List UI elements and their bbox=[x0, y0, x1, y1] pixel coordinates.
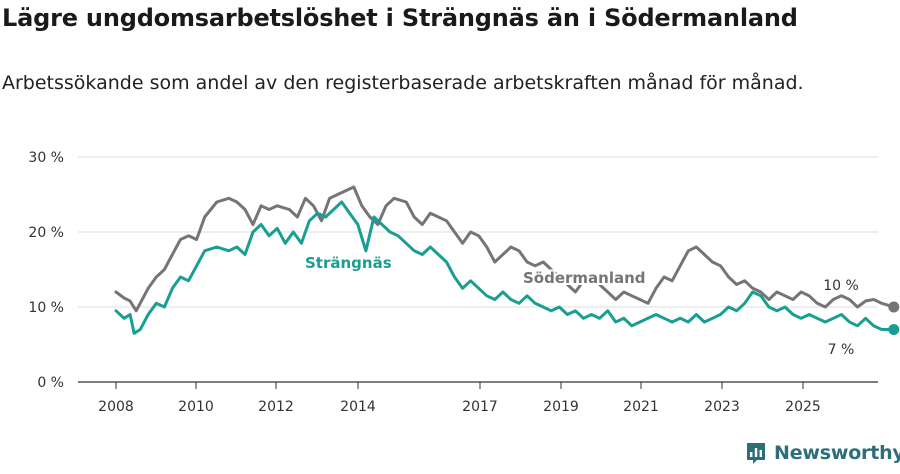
series-line-strangnas bbox=[114, 200, 896, 335]
chart-subtitle: Arbetssökande som andel av den registerb… bbox=[2, 72, 804, 94]
x-tick-label: 2025 bbox=[785, 399, 821, 415]
y-tick-label: 20 % bbox=[28, 225, 64, 241]
y-tick-labels: 30 % 20 % 10 % 0 % bbox=[28, 150, 64, 391]
y-tick-label: 0 % bbox=[37, 375, 64, 391]
x-tick-label: 2010 bbox=[178, 399, 214, 415]
x-tick-label: 2023 bbox=[704, 399, 740, 415]
x-ticks bbox=[115, 382, 804, 389]
series-label-sodermanland: Södermanland bbox=[523, 269, 646, 287]
newsworthy-logo-icon bbox=[747, 443, 765, 464]
x-tick-label: 2019 bbox=[543, 399, 579, 415]
x-tick-label: 2014 bbox=[340, 399, 376, 415]
y-tick-label: 10 % bbox=[28, 300, 64, 316]
y-tick-label: 30 % bbox=[28, 150, 64, 166]
series-label-strangnas: Strängnäs bbox=[305, 254, 392, 272]
series-line-sodermanland bbox=[114, 185, 896, 313]
end-label-sodermanland: 10 % bbox=[823, 278, 859, 294]
x-tick-label: 2012 bbox=[258, 399, 294, 415]
y-gridlines bbox=[78, 156, 878, 308]
end-point-strangnas bbox=[888, 324, 900, 335]
page-title: Lägre ungdomsarbetslöshet i Strängnäs än… bbox=[2, 4, 798, 32]
x-tick-label: 2021 bbox=[623, 399, 659, 415]
x-tick-label: 2017 bbox=[462, 399, 498, 415]
x-tick-labels: 2008 2010 2012 2014 2017 2019 2021 2023 … bbox=[98, 399, 821, 415]
brand-logo: Newsworthy bbox=[745, 441, 900, 465]
x-tick-label: 2008 bbox=[98, 399, 134, 415]
end-label-strangnas: 7 % bbox=[828, 342, 855, 358]
brand-name: Newsworthy bbox=[774, 442, 900, 464]
end-point-sodermanland bbox=[888, 301, 900, 313]
